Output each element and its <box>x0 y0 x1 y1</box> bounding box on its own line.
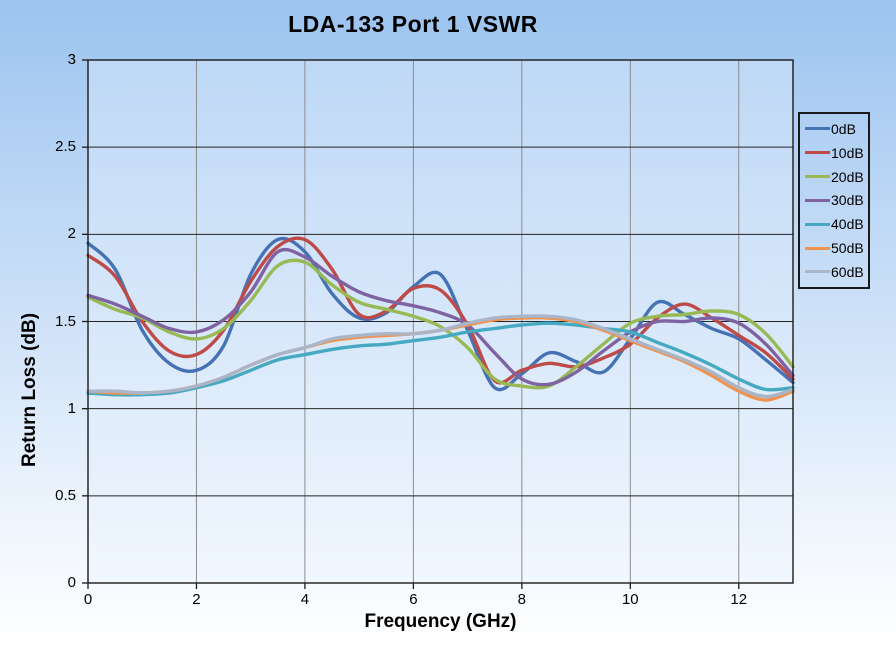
series-line-60dB <box>86 314 795 399</box>
legend-item-30dB: 30dB <box>805 192 868 208</box>
series-line-10dB <box>86 236 795 385</box>
y-tick-label: 0 <box>67 574 76 591</box>
legend-swatch-20dB <box>805 175 830 179</box>
x-tick-label: 12 <box>730 591 748 608</box>
legend-label: 60dB <box>831 263 864 280</box>
plot-area <box>82 59 795 589</box>
y-tick-label: 0.5 <box>55 486 76 504</box>
series-line-30dB <box>86 247 795 387</box>
legend-swatch-50dB <box>805 246 830 250</box>
x-tick-label: 6 <box>409 591 418 608</box>
legend-label: 30dB <box>831 192 864 209</box>
chart-title: LDA-133 Port 1 VSWR <box>288 11 538 37</box>
x-tick-label: 10 <box>621 591 639 608</box>
legend-swatch-60dB <box>805 270 830 274</box>
series-line-20dB <box>86 258 795 390</box>
legend-label: 10dB <box>831 144 864 161</box>
legend-label: 40dB <box>831 216 864 233</box>
axis-ticks <box>82 59 740 589</box>
y-tick-label: 1.5 <box>55 312 76 330</box>
legend-label: 20dB <box>831 168 864 185</box>
x-axis-title: Frequency (GHz) <box>364 611 517 632</box>
x-tick-label: 0 <box>83 591 93 608</box>
plot-canvas <box>82 59 795 589</box>
legend-item-50dB: 50dB <box>805 240 868 256</box>
legend-item-10dB: 10dB <box>805 145 868 161</box>
legend-item-60dB: 60dB <box>805 264 868 280</box>
plot-border <box>87 59 794 584</box>
legend-swatch-0dB <box>805 127 830 131</box>
x-tick-label: 2 <box>192 591 201 608</box>
legend-label: 50dB <box>831 240 864 257</box>
legend-swatch-30dB <box>805 198 830 202</box>
y-tick-label: 1 <box>67 399 76 417</box>
y-tick-label: 2 <box>67 225 76 243</box>
legend-swatch-40dB <box>805 222 830 226</box>
x-tick-label: 8 <box>517 591 527 608</box>
series-line-40dB <box>86 321 795 397</box>
series-lines <box>86 236 795 402</box>
x-tick-label: 4 <box>300 591 310 608</box>
legend-item-0dB: 0dB <box>805 121 868 137</box>
y-axis-title: Return Loss (dB) <box>19 312 40 468</box>
legend-item-40dB: 40dB <box>805 216 868 232</box>
legend-item-20dB: 20dB <box>805 169 868 185</box>
legend: 0dB 10dB 20dB 30dB 40dB 50dB 60dB <box>798 112 870 289</box>
y-tick-label: 3 <box>67 51 76 68</box>
y-tick-label: 2.5 <box>55 138 76 156</box>
legend-swatch-10dB <box>805 151 830 155</box>
legend-label: 0dB <box>831 120 856 137</box>
